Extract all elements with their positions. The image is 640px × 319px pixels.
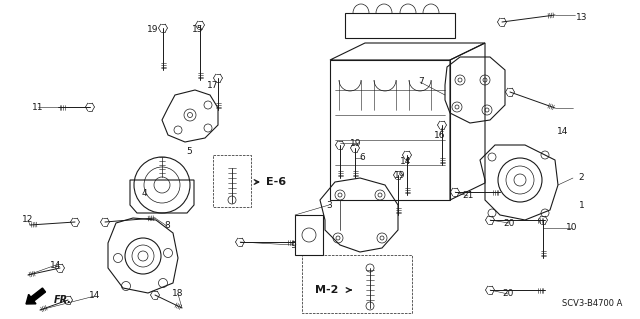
Text: 3: 3 [326, 201, 332, 210]
Text: 14: 14 [51, 261, 61, 270]
Text: 21: 21 [462, 191, 474, 201]
Text: M-2: M-2 [315, 285, 338, 295]
Text: FR.: FR. [54, 295, 72, 305]
Text: 13: 13 [576, 13, 588, 23]
Text: 5: 5 [186, 147, 192, 157]
Text: 2: 2 [578, 174, 584, 182]
Bar [295, 215, 323, 255]
FancyArrow shape [26, 288, 45, 304]
Text: 20: 20 [502, 290, 514, 299]
Text: 17: 17 [207, 80, 219, 90]
Text: 14: 14 [557, 127, 569, 136]
Text: 14: 14 [400, 157, 412, 166]
Text: 18: 18 [172, 290, 184, 299]
Text: 1: 1 [579, 202, 585, 211]
Text: SCV3-B4700 A: SCV3-B4700 A [562, 299, 622, 308]
Text: 14: 14 [90, 292, 100, 300]
Text: 19: 19 [394, 170, 406, 180]
Text: 19: 19 [147, 26, 159, 34]
Text: 4: 4 [141, 189, 147, 197]
Text: 12: 12 [22, 216, 34, 225]
Text: 16: 16 [435, 130, 445, 139]
Text: 7: 7 [418, 78, 424, 86]
Text: 6: 6 [359, 153, 365, 162]
Text: 19: 19 [350, 138, 362, 147]
Bar [302, 255, 412, 313]
Text: 9: 9 [290, 241, 296, 249]
Bar [213, 155, 251, 207]
Text: 8: 8 [164, 221, 170, 231]
Text: 10: 10 [566, 224, 578, 233]
Text: 15: 15 [192, 26, 204, 34]
Text: 11: 11 [32, 102, 44, 112]
Text: E-6: E-6 [266, 177, 286, 187]
Text: 20: 20 [503, 219, 515, 227]
